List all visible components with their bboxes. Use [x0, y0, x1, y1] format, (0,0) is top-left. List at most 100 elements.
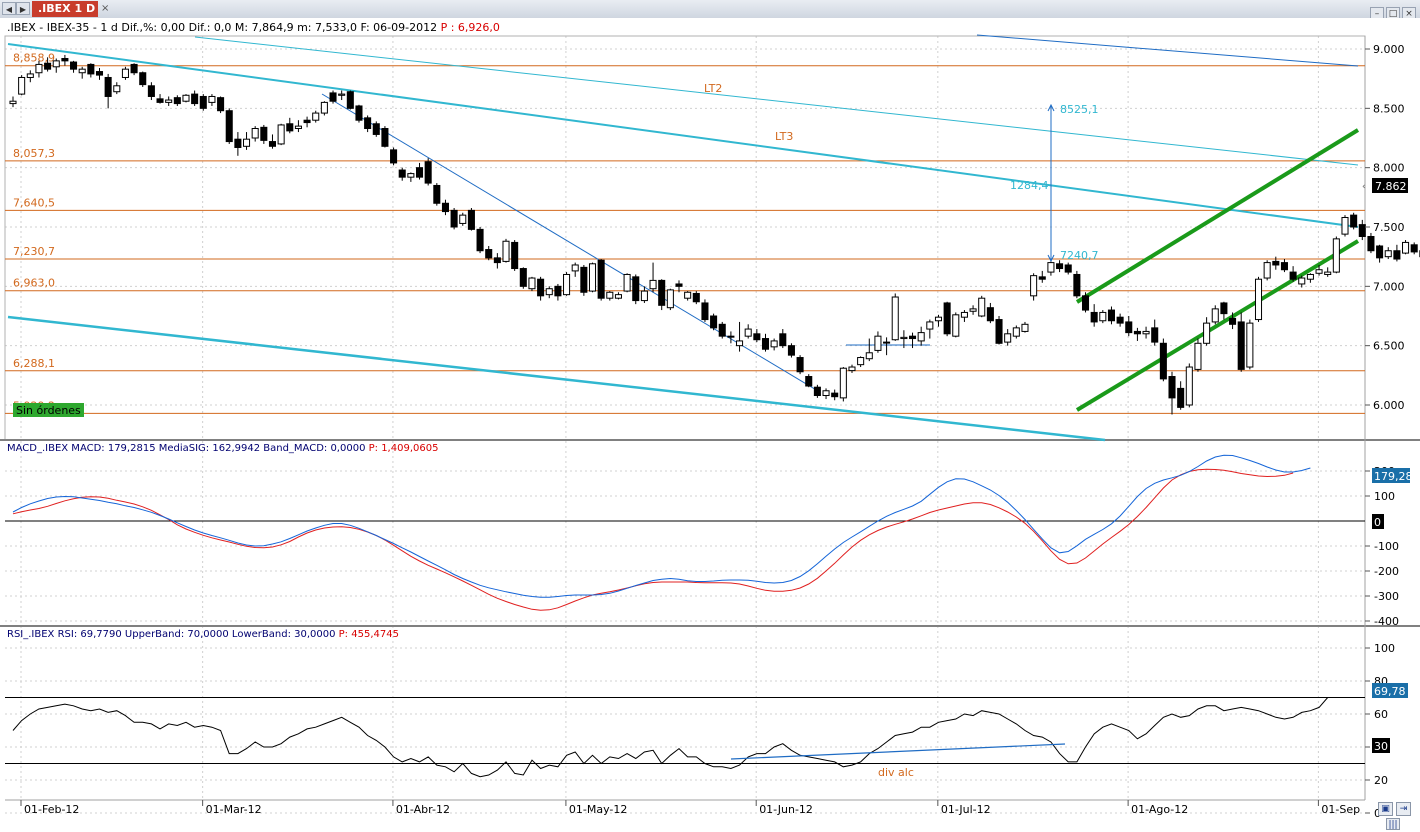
- candle-body: [104, 76, 112, 97]
- price-tick-label: 9.000: [1373, 43, 1405, 56]
- candle-body: [943, 302, 951, 335]
- candle-body: [1099, 311, 1107, 322]
- candle-body: [1237, 321, 1245, 370]
- candle-body: [519, 268, 527, 287]
- candle-body: [787, 345, 795, 356]
- green-channel-lower: [1075, 239, 1360, 412]
- candle-body: [744, 328, 752, 337]
- range-low-label: 7240,7: [1060, 249, 1099, 262]
- candle-body: [1107, 309, 1115, 322]
- candle-body: [554, 285, 562, 297]
- range-high-label: 8525,1: [1060, 103, 1099, 116]
- candle-body: [1021, 323, 1029, 332]
- candle-body: [338, 93, 346, 96]
- candle-body: [779, 333, 787, 347]
- tab-scroll-right-icon[interactable]: ▶: [16, 2, 30, 15]
- tab-ibex-1d[interactable]: .IBEX 1 D: [32, 1, 98, 17]
- candle-body: [1298, 277, 1306, 285]
- date-tick-label: 01-Jul-12: [941, 803, 991, 816]
- candle-body: [433, 184, 441, 204]
- candle-body: [1367, 235, 1375, 252]
- candle-body: [727, 335, 735, 338]
- candle-body: [960, 311, 968, 318]
- candle-body: [839, 367, 847, 399]
- candle-body: [234, 138, 242, 148]
- candle-body: [441, 202, 449, 213]
- candle-body: [891, 296, 899, 341]
- candle-body: [1341, 217, 1349, 235]
- candle-body: [900, 336, 908, 340]
- candle-body: [1142, 330, 1150, 335]
- candle-body: [926, 321, 934, 330]
- last-price-label: 7.862: [1375, 180, 1407, 193]
- candle-body: [1159, 342, 1167, 380]
- candle-body: [113, 85, 121, 93]
- candle-body: [1004, 333, 1012, 343]
- ibex-chart[interactable]: .IBEX - IBEX-35 - 1 d Dif.,%: 0,00 Dif.:…: [0, 18, 1420, 832]
- scroll-end-icon[interactable]: ⇥: [1396, 802, 1411, 816]
- tab-scroll-left-icon[interactable]: ◀: [2, 2, 16, 15]
- candle-body: [822, 390, 830, 397]
- candle-body: [684, 291, 692, 299]
- candle-body: [952, 314, 960, 337]
- candle-body: [156, 98, 164, 103]
- candle-body: [225, 110, 233, 143]
- candle-body: [1315, 269, 1323, 274]
- candle-body: [346, 91, 354, 109]
- candle-body: [18, 76, 26, 95]
- candle-body: [597, 259, 605, 299]
- candle-body: [511, 241, 519, 270]
- candle-body: [1047, 262, 1055, 273]
- tab-close-icon[interactable]: ×: [101, 3, 110, 14]
- level-label: 8,057,3: [13, 147, 55, 160]
- level-label: 6,288,1: [13, 357, 55, 370]
- candle-body: [1177, 387, 1185, 408]
- level-label: 8,858,9: [13, 52, 55, 65]
- lt2-trendline: [194, 36, 1359, 166]
- candle-body: [459, 214, 467, 224]
- candle-body: [390, 149, 398, 164]
- candle-body: [813, 386, 821, 397]
- candle-body: [1116, 316, 1124, 324]
- candle-body: [251, 128, 259, 139]
- candle-body: [35, 63, 43, 74]
- candle-body: [303, 119, 311, 124]
- candle-body: [476, 228, 484, 252]
- save-icon[interactable]: ▣: [1378, 802, 1393, 816]
- candle-body: [1229, 317, 1237, 325]
- tab-bar: ◀ ▶ .IBEX 1 D × – □ ×: [0, 0, 1420, 21]
- orders-badge[interactable]: [13, 403, 84, 417]
- candle-body: [208, 95, 216, 103]
- candle-body: [1185, 366, 1193, 406]
- candle-body: [857, 357, 865, 366]
- grid: [5, 36, 1365, 814]
- candle-body: [165, 99, 173, 103]
- candle-body: [277, 124, 285, 145]
- candle-body: [1358, 224, 1366, 237]
- date-tick-label: 01-Feb-12: [24, 803, 79, 816]
- candle-body: [1384, 250, 1392, 258]
- level-label: 6,963,0: [13, 277, 55, 290]
- green-channel-upper: [1075, 128, 1360, 304]
- date-tick-label: 01-Abr-12: [396, 803, 450, 816]
- candlesticks: [9, 54, 1420, 415]
- candle-body: [588, 263, 597, 292]
- candle-body: [995, 319, 1003, 344]
- macd-zero-label: 0: [1374, 516, 1381, 529]
- candle-body: [658, 279, 666, 306]
- rsi-lower-badge: [1372, 738, 1390, 753]
- candle-body: [874, 335, 882, 351]
- candle-body: [1410, 244, 1418, 253]
- date-tick-label: 01-May-12: [569, 803, 627, 816]
- divergence-label: div alc: [878, 766, 914, 779]
- candle-body: [1056, 263, 1064, 270]
- maximize-icon[interactable]: □: [1386, 7, 1400, 21]
- macd-tick-label: 100: [1374, 490, 1395, 503]
- candle-body: [485, 249, 493, 259]
- candle-body: [9, 100, 17, 105]
- candle-body: [1280, 262, 1288, 271]
- macd-zero-badge: [1372, 514, 1384, 529]
- candle-body: [95, 71, 104, 76]
- candle-body: [1090, 311, 1098, 323]
- scrollbar-thumb[interactable]: |||: [1386, 818, 1400, 830]
